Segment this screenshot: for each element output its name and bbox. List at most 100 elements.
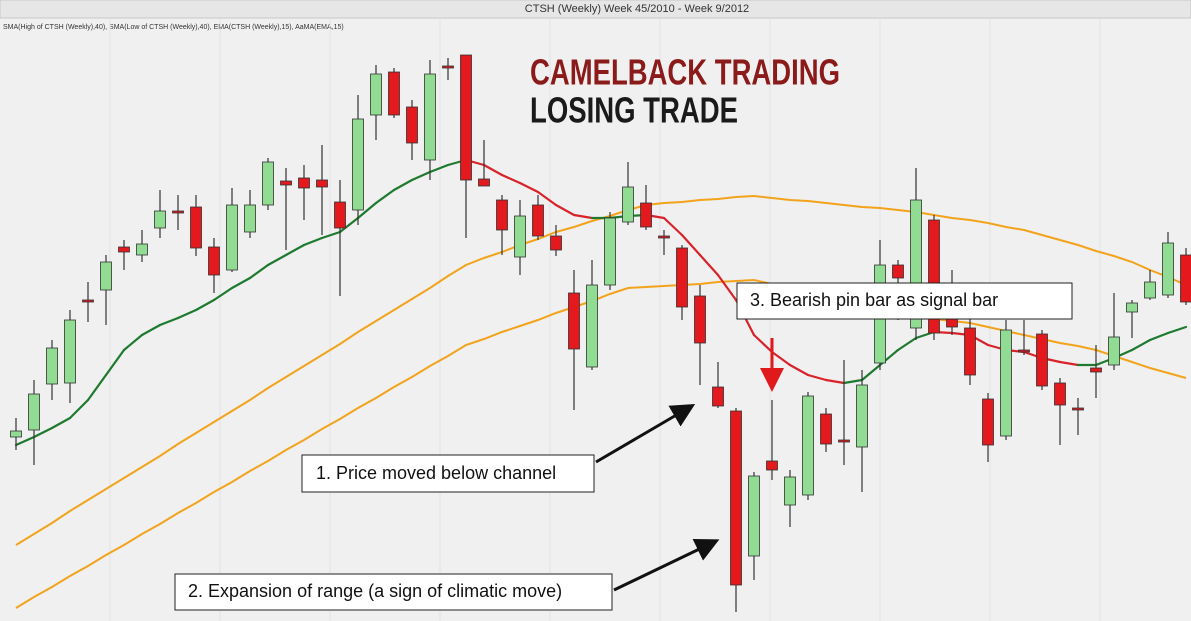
candle-body (118, 246, 130, 253)
annotation-box (174, 573, 613, 611)
indicator-line-segment (104, 348, 126, 377)
candle-body (730, 410, 742, 586)
annotation: 1. Price moved below channel (301, 454, 595, 493)
indicator-line-segment (896, 336, 918, 352)
headline: LOSING TRADE (530, 90, 738, 131)
indicator-line-segment (716, 273, 738, 302)
indicator-line-segment (284, 243, 306, 257)
candle-body (640, 202, 652, 228)
candle-body (982, 398, 994, 446)
candle-body (622, 186, 634, 223)
indicator-line-segment (680, 233, 702, 257)
candle-body (802, 395, 814, 496)
candle-body (658, 235, 670, 239)
candle-body (406, 106, 418, 144)
indicator-line-segment (824, 378, 846, 385)
candle-body (910, 199, 922, 329)
candle-body (370, 73, 382, 116)
title-bar (0, 0, 1191, 19)
indicator-line-segment (788, 363, 810, 377)
indicator-line-segment (662, 216, 684, 237)
indicator-line-segment (230, 276, 252, 290)
candle-body (424, 73, 436, 161)
indicator-line-segment (122, 333, 144, 352)
indicator-line-segment (338, 216, 360, 234)
candle-body (28, 393, 40, 431)
candle-body (316, 179, 328, 188)
candle-body (244, 204, 256, 233)
candle-body (154, 210, 166, 229)
indicator-legend: SMA(High of CTSH (Weekly),40), SMA(Low o… (3, 24, 344, 31)
indicator-line-segment (194, 298, 216, 312)
candle-body (136, 243, 148, 256)
annotation-box (736, 282, 1073, 320)
annotation-box (301, 454, 595, 493)
candle-body (460, 54, 472, 181)
indicator-line-segment (698, 253, 720, 277)
annotation: 2. Expansion of range (a sign of climati… (174, 573, 613, 611)
candle-body (532, 204, 544, 237)
indicator-line-segment (302, 236, 324, 247)
candle-body (46, 347, 58, 385)
candle-body (478, 178, 490, 187)
candle-body (856, 384, 868, 448)
arrow (613, 538, 720, 592)
indicator-line-segment (320, 230, 342, 240)
indicator-line-segment (1166, 325, 1188, 335)
candle-body (172, 210, 184, 214)
candle-body (928, 219, 940, 334)
indicator-line-segment (572, 213, 594, 220)
candle-body (820, 413, 832, 445)
indicator-line-segment (500, 173, 522, 185)
candle-body (1126, 302, 1138, 313)
candle-body (550, 235, 562, 251)
indicator-line-segment (356, 201, 378, 220)
indicator-line-segment (266, 253, 288, 267)
candle-body (712, 386, 724, 407)
candle-body (388, 71, 400, 116)
candle-body (298, 177, 310, 189)
indicator-line (15, 278, 1187, 609)
candle-body (190, 206, 202, 249)
indicator-line-segment (32, 426, 54, 439)
candle-body (442, 65, 454, 69)
candle-body (82, 299, 94, 303)
annotation-text: 3. Bearish pin bar as signal bar (750, 290, 998, 310)
candle-body (838, 439, 850, 443)
indicator-line-segment (860, 363, 882, 382)
indicator-line-segment (482, 163, 504, 177)
chart-title: CTSH (Weekly) Week 45/2010 - Week 9/2012 (525, 3, 749, 15)
candle-body (262, 161, 274, 206)
candle-body (748, 475, 760, 557)
indicator-line-segment (392, 178, 414, 192)
candle-body (226, 204, 238, 271)
candle-body (1090, 367, 1102, 373)
candle-body (964, 327, 976, 376)
indicator-line-segment (68, 398, 90, 420)
indicator-line-segment (176, 308, 198, 320)
indicator-line-segment (428, 163, 450, 174)
candle-body (1000, 329, 1012, 437)
headline: CAMELBACK TRADING (530, 52, 840, 93)
indicator-line-segment (14, 435, 36, 447)
indicator-line-segment (374, 188, 396, 205)
candle-body (334, 201, 346, 229)
indicator-line-segment (212, 286, 234, 302)
indicator-line-segment (1130, 338, 1152, 352)
indicator-line-segment (1148, 331, 1170, 342)
indicator-line-segment (554, 203, 576, 217)
indicator-line-segment (842, 378, 864, 385)
candle-body (496, 199, 508, 231)
candle-body (280, 180, 292, 186)
candle-body (568, 292, 580, 350)
candle-body (514, 215, 526, 258)
candle-body (1054, 382, 1066, 406)
indicator-line-segment (1058, 360, 1080, 367)
annotation-text: 1. Price moved below channel (316, 463, 556, 483)
indicator-line-segment (806, 373, 828, 382)
indicator-line-segment (752, 333, 774, 354)
candle-body (64, 319, 76, 384)
indicator-line-segment (248, 263, 270, 280)
candle-body (1180, 254, 1191, 303)
